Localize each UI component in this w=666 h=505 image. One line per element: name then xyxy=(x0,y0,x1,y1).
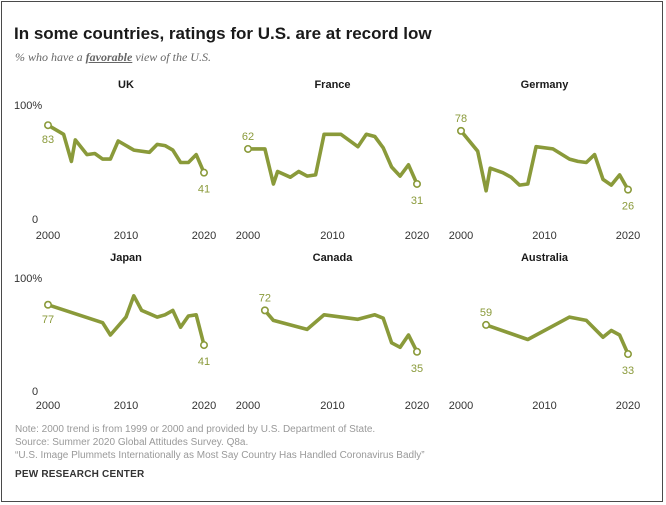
start-point xyxy=(43,121,52,130)
x-tick-label: 2000 xyxy=(36,400,60,412)
note-text: Note: 2000 trend is from 1999 or 2000 an… xyxy=(15,424,376,435)
chart-japan: Japan 100% 0 2000 2010 2020 77 41 xyxy=(14,252,216,412)
end-data-label: 35 xyxy=(411,363,423,375)
x-tick-label: 2010 xyxy=(114,230,138,242)
x-tick-label: 2000 xyxy=(236,230,260,242)
end-data-label: 41 xyxy=(198,184,210,196)
start-point xyxy=(482,320,491,329)
x-tick-label: 2020 xyxy=(616,230,640,242)
panel-title: UK xyxy=(118,79,134,91)
series-line xyxy=(263,308,419,354)
start-point xyxy=(456,126,465,135)
end-data-label: 41 xyxy=(198,356,210,368)
report-title-text: “U.S. Image Plummets Internationally as … xyxy=(15,450,425,461)
chart-title: In some countries, ratings for U.S. are … xyxy=(14,24,432,43)
x-tick-label: 2010 xyxy=(320,400,344,412)
end-point xyxy=(200,341,209,350)
y-tick-label: 0 xyxy=(32,386,38,398)
chart-subtitle: % who have a favorable view of the U.S. xyxy=(15,50,211,65)
start-point xyxy=(43,300,52,309)
chart-canada: Canada 2000 2010 2020 72 35 xyxy=(236,252,429,412)
end-point xyxy=(623,185,632,194)
x-tick-label: 2010 xyxy=(320,230,344,242)
y-tick-label: 100% xyxy=(14,100,42,112)
panel-title: Germany xyxy=(521,79,570,91)
x-tick-label: 2020 xyxy=(192,230,216,242)
subtitle-suffix: view of the U.S. xyxy=(132,50,211,64)
start-data-label: 83 xyxy=(42,134,54,146)
x-tick-label: 2020 xyxy=(616,400,640,412)
end-data-label: 26 xyxy=(622,201,634,213)
end-point xyxy=(200,168,209,177)
chart-germany: Germany 2000 2010 2020 78 26 xyxy=(449,79,640,242)
subtitle-prefix: % who have a xyxy=(15,50,86,64)
y-tick-label: 0 xyxy=(32,214,38,226)
x-tick-label: 2020 xyxy=(405,400,429,412)
x-tick-label: 2020 xyxy=(405,230,429,242)
series-line xyxy=(246,132,419,186)
x-tick-label: 2010 xyxy=(532,400,556,412)
x-tick-label: 2010 xyxy=(532,230,556,242)
start-data-label: 59 xyxy=(480,307,492,319)
x-tick-label: 2000 xyxy=(36,230,60,242)
x-tick-label: 2000 xyxy=(236,400,260,412)
start-point xyxy=(244,144,253,153)
pew-research-center-logo: PEW RESEARCH CENTER xyxy=(15,469,145,480)
end-point xyxy=(623,350,632,359)
series-line xyxy=(484,315,630,356)
panel-title: Australia xyxy=(521,252,569,264)
end-point xyxy=(412,347,421,356)
end-data-label: 31 xyxy=(411,195,423,207)
y-tick-label: 100% xyxy=(14,273,42,285)
panel-title: Japan xyxy=(110,252,142,264)
source-text: Source: Summer 2020 Global Attitudes Sur… xyxy=(15,437,249,448)
x-tick-label: 2020 xyxy=(192,400,216,412)
panel-title: France xyxy=(314,79,350,91)
start-point xyxy=(260,306,269,315)
chart-uk: UK 100% 0 2000 2010 2020 83 41 xyxy=(14,79,216,242)
subtitle-emphasis: favorable xyxy=(85,50,133,64)
start-data-label: 78 xyxy=(455,113,467,125)
series-line xyxy=(46,123,206,175)
x-tick-label: 2000 xyxy=(449,230,473,242)
start-data-label: 72 xyxy=(259,292,271,304)
x-tick-label: 2010 xyxy=(114,400,138,412)
start-data-label: 62 xyxy=(242,131,254,143)
end-point xyxy=(412,179,421,188)
x-tick-label: 2000 xyxy=(449,400,473,412)
panel-title: Canada xyxy=(313,252,354,264)
chart-australia: Australia 2000 2010 2020 59 33 xyxy=(449,252,640,412)
start-data-label: 77 xyxy=(42,314,54,326)
chart-france: France 2000 2010 2020 62 31 xyxy=(236,79,429,242)
end-data-label: 33 xyxy=(622,365,634,377)
series-line xyxy=(459,129,630,193)
series-line xyxy=(46,293,206,347)
